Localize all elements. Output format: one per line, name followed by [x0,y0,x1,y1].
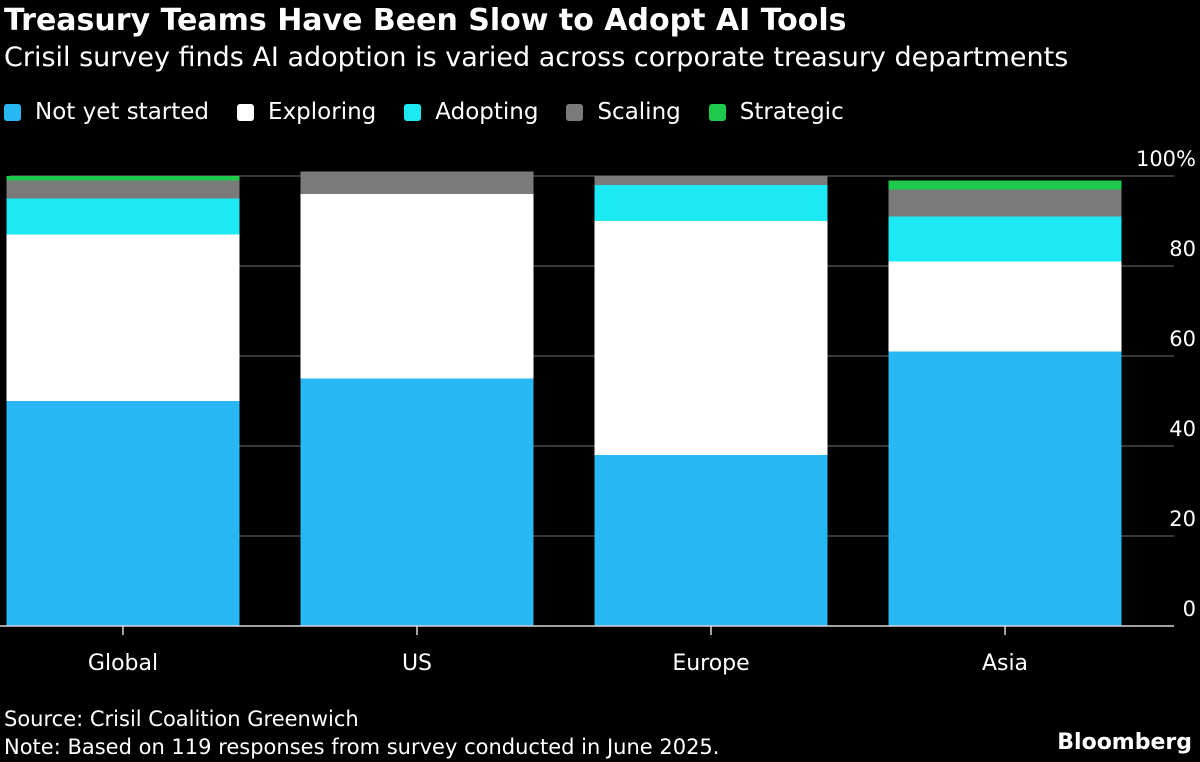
legend-swatch-not-yet-started [4,103,21,121]
footnote: Note: Based on 119 responses from survey… [4,735,720,759]
bar-global-adopting [6,198,240,235]
x-tick-label-asia: Asia [982,651,1028,676]
bar-asia-exploring [888,261,1122,352]
bar-us-scaling [300,171,534,194]
bar-global-not-yet-started [6,401,240,626]
bar-europe-scaling [594,176,828,185]
bar-asia-scaling [888,189,1122,217]
bar-us-exploring [300,194,534,379]
legend-label-strategic: Strategic [739,99,844,125]
legend-item-scaling: Scaling [566,99,681,125]
bar-asia-strategic [888,180,1122,190]
legend-label-exploring: Exploring [268,99,377,125]
y-tick-label-100: 100% [1136,147,1196,171]
legend-swatch-exploring [237,103,255,121]
y-tick-label-60: 60 [1169,327,1196,351]
x-tick-label-europe: Europe [672,651,749,676]
y-tick-label-40: 40 [1169,417,1196,441]
bar-europe-not-yet-started [594,455,828,626]
legend-label-adopting: Adopting [435,99,539,125]
stacked-bar-chart: Global US Europe Asia 0 20 40 60 80 100% [0,147,1196,676]
legend-item-exploring: Exploring [237,99,376,125]
legend-item-not-yet-started: Not yet started [4,99,209,125]
y-tick-label-80: 80 [1169,237,1196,261]
y-tick-label-0: 0 [1183,597,1196,621]
bar-global-strategic [6,176,240,181]
bloomberg-logo: Bloomberg [1057,730,1192,755]
chart-title: Treasury Teams Have Been Slow to Adopt A… [4,3,847,38]
legend-item-strategic: Strategic [708,99,844,125]
bar-europe-exploring [594,221,828,455]
legend-label-not-yet-started: Not yet started [35,99,210,125]
bar-us-not-yet-started [300,378,534,626]
legend-label-scaling: Scaling [597,99,681,125]
legend-swatch-strategic [708,103,726,121]
x-tick-label-global: Global [88,651,158,676]
bar-europe-adopting [594,185,828,221]
chart-legend: Not yet started Exploring Adopting Scali… [4,96,872,128]
legend-swatch-scaling [566,103,584,121]
y-tick-label-20: 20 [1169,507,1196,531]
x-tick-label-us: US [402,651,432,676]
bar-global-scaling [6,180,240,199]
chart-subtitle: Crisil survey finds AI adoption is varie… [4,42,1069,73]
legend-item-adopting: Adopting [404,99,538,125]
bar-asia-not-yet-started [888,351,1122,626]
source-note: Source: Crisil Coalition Greenwich [4,707,359,731]
bar-asia-adopting [888,216,1122,262]
bar-global-exploring [6,234,240,401]
legend-swatch-adopting [404,103,422,121]
